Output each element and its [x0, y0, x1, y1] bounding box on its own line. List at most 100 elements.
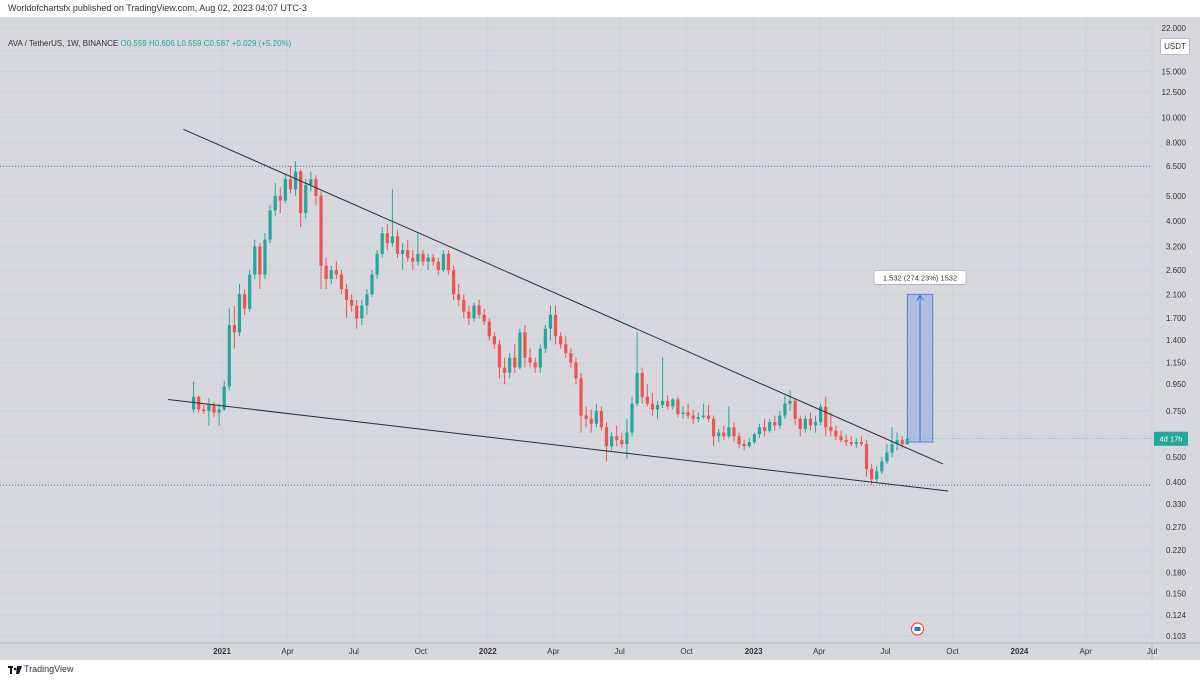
x-tick-label: 2024 [1011, 647, 1029, 656]
y-tick-label: 22.000 [1162, 24, 1187, 33]
candle-body [477, 305, 481, 315]
candle-body [309, 179, 313, 186]
y-tick-label: 0.500 [1166, 453, 1187, 462]
candle-body [768, 422, 772, 431]
candle-body [798, 418, 802, 429]
event-marker-flag [914, 627, 921, 631]
price-chart[interactable]: 22.00018.00015.00012.50010.0008.0006.500… [0, 17, 1200, 660]
y-tick-label: 10.000 [1162, 113, 1187, 122]
symbol-legend: AVA / TetherUS, 1W, BINANCE O0.559 H0.60… [8, 39, 291, 48]
candle-body [640, 372, 644, 397]
candle-body [773, 422, 777, 426]
candle-body [502, 367, 507, 373]
candle-body [344, 288, 349, 300]
legend-symbol[interactable]: AVA / TetherUS, 1W, BINANCE [8, 39, 119, 48]
y-tick-label: 0.103 [1166, 632, 1187, 641]
candle-body [283, 179, 287, 201]
candle-body [548, 314, 553, 329]
y-tick-label: 4.000 [1166, 217, 1187, 226]
candle-body [737, 436, 741, 445]
candle-body [895, 440, 899, 445]
x-tick-label: Apr [281, 647, 294, 656]
candle-body [599, 410, 604, 428]
y-tick-label: 3.200 [1166, 243, 1187, 252]
candle-body [258, 246, 262, 275]
candle-body [339, 274, 344, 289]
y-tick-label: 0.750 [1166, 407, 1187, 416]
candle-body [839, 436, 843, 441]
candle-body [355, 305, 359, 319]
candle-body [722, 432, 726, 437]
candle-body [706, 415, 711, 419]
x-tick-label: Apr [547, 647, 560, 656]
footer-bar: TradingView [0, 660, 1200, 680]
candle-body [401, 250, 405, 254]
candle-body [248, 274, 252, 309]
candle-body [661, 400, 665, 406]
y-tick-label: 1.150 [1166, 359, 1187, 368]
candle-body [762, 427, 767, 431]
candle-body [671, 399, 675, 407]
candle-body [803, 418, 807, 429]
candle-body [793, 400, 797, 419]
candle-body [395, 236, 400, 254]
candle-body [666, 400, 670, 407]
candle-body [844, 440, 848, 443]
candle-body [253, 246, 257, 275]
candle-body [334, 270, 338, 275]
candle-body [375, 253, 379, 275]
candle-body [813, 422, 818, 426]
candle-body [676, 399, 680, 415]
candle-body [834, 430, 838, 437]
currency-button[interactable]: USDT [1160, 38, 1190, 55]
x-tick-label: 2023 [745, 647, 763, 656]
candle-body [584, 415, 588, 419]
y-tick-label: 5.000 [1166, 192, 1187, 201]
candle-body [304, 185, 308, 214]
x-tick-label: Jul [880, 647, 890, 656]
chart-area[interactable]: 22.00018.00015.00012.50010.0008.0006.500… [0, 17, 1200, 660]
candle-body [202, 409, 206, 411]
candle-body [350, 299, 354, 306]
candle-body [451, 270, 456, 295]
candle-body [528, 357, 532, 363]
x-tick-label: Apr [1080, 647, 1093, 656]
x-tick-label: 2021 [213, 647, 231, 656]
y-tick-label: 15.000 [1162, 67, 1187, 76]
y-tick-label: 2.600 [1166, 266, 1187, 275]
candle-body [757, 427, 762, 435]
y-tick-label: 0.220 [1166, 546, 1187, 555]
candle-body [360, 305, 364, 319]
candle-body [890, 444, 894, 453]
tradingview-brand[interactable]: TradingView [24, 664, 74, 674]
candle-body [543, 328, 547, 349]
candle-body [900, 440, 904, 445]
candle-body [518, 332, 522, 368]
tradingview-logo-icon[interactable] [8, 665, 22, 675]
legend-close: C0.587 [203, 39, 230, 48]
candle-body [569, 353, 573, 363]
candle-body [324, 265, 328, 280]
x-tick-label: Oct [680, 647, 693, 656]
candle-body [523, 332, 527, 358]
measure-arrow-head [916, 294, 924, 301]
candle-body [497, 344, 502, 368]
candle-body [487, 321, 491, 337]
candle-body [380, 233, 384, 254]
candle-body [650, 403, 655, 410]
candle-body [645, 396, 649, 404]
candle-body [385, 233, 389, 244]
candle-body [859, 442, 864, 445]
y-tick-label: 12.500 [1162, 88, 1187, 97]
candle-body [732, 427, 736, 437]
y-tick-label: 1.400 [1166, 336, 1187, 345]
candle-body [467, 311, 471, 319]
candle-body [436, 261, 440, 271]
candle-body [870, 468, 874, 480]
x-tick-label: Jul [349, 647, 359, 656]
candle-body [701, 415, 705, 418]
candle-body [242, 294, 247, 309]
measure-label: 1.532 (274.23%) 1532 [883, 273, 957, 282]
y-tick-label: 0.270 [1166, 523, 1187, 532]
y-tick-label: 0.330 [1166, 500, 1187, 509]
